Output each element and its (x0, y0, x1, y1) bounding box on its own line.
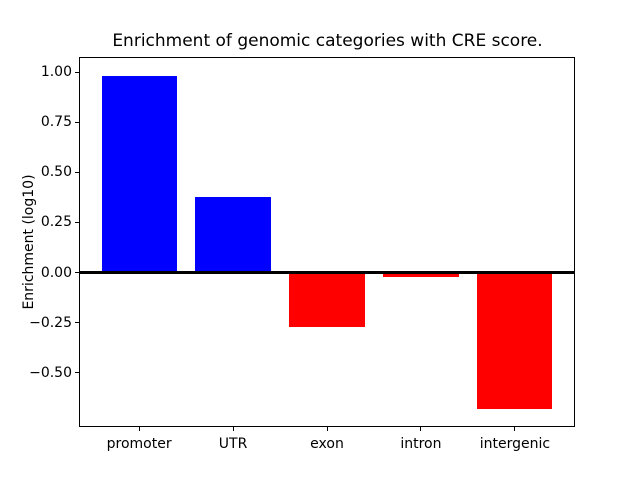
bar-exon (289, 272, 365, 327)
y-tick-label: 0.00 (40, 264, 72, 281)
x-tick-mark (514, 427, 516, 431)
zero-line (80, 271, 574, 275)
x-tick-label-promoter: promoter (106, 436, 172, 452)
y-tick-label: −0.25 (29, 314, 72, 331)
y-tick-mark (75, 71, 79, 73)
x-tick-label-intergenic: intergenic (479, 436, 551, 452)
x-tick-label-exon: exon (310, 436, 344, 452)
y-tick-mark (75, 272, 79, 274)
bar-intron (383, 272, 459, 277)
y-tick-label: 0.75 (40, 114, 72, 131)
y-tick-label: 0.50 (40, 164, 72, 181)
y-tick-label: −0.50 (29, 364, 72, 381)
x-tick-mark (232, 427, 234, 431)
bar-promoter (101, 76, 177, 273)
y-tick-mark (75, 221, 79, 223)
y-tick-mark (75, 171, 79, 173)
y-tick-mark (75, 121, 79, 123)
x-tick-mark (326, 427, 328, 431)
y-tick-label: 0.25 (40, 214, 72, 231)
bar-UTR (195, 197, 271, 273)
y-tick-label: 1.00 (40, 64, 72, 81)
x-tick-mark (138, 427, 140, 431)
y-tick-mark (75, 322, 79, 324)
plot-area (79, 57, 575, 427)
x-tick-label-intron: intron (400, 436, 442, 452)
x-tick-label-UTR: UTR (218, 436, 248, 452)
y-axis-label: Enrichment (log10) (21, 174, 37, 310)
x-tick-mark (420, 427, 422, 431)
bar-intergenic (477, 272, 553, 409)
y-tick-mark (75, 372, 79, 374)
chart-title: Enrichment of genomic categories with CR… (112, 31, 543, 51)
